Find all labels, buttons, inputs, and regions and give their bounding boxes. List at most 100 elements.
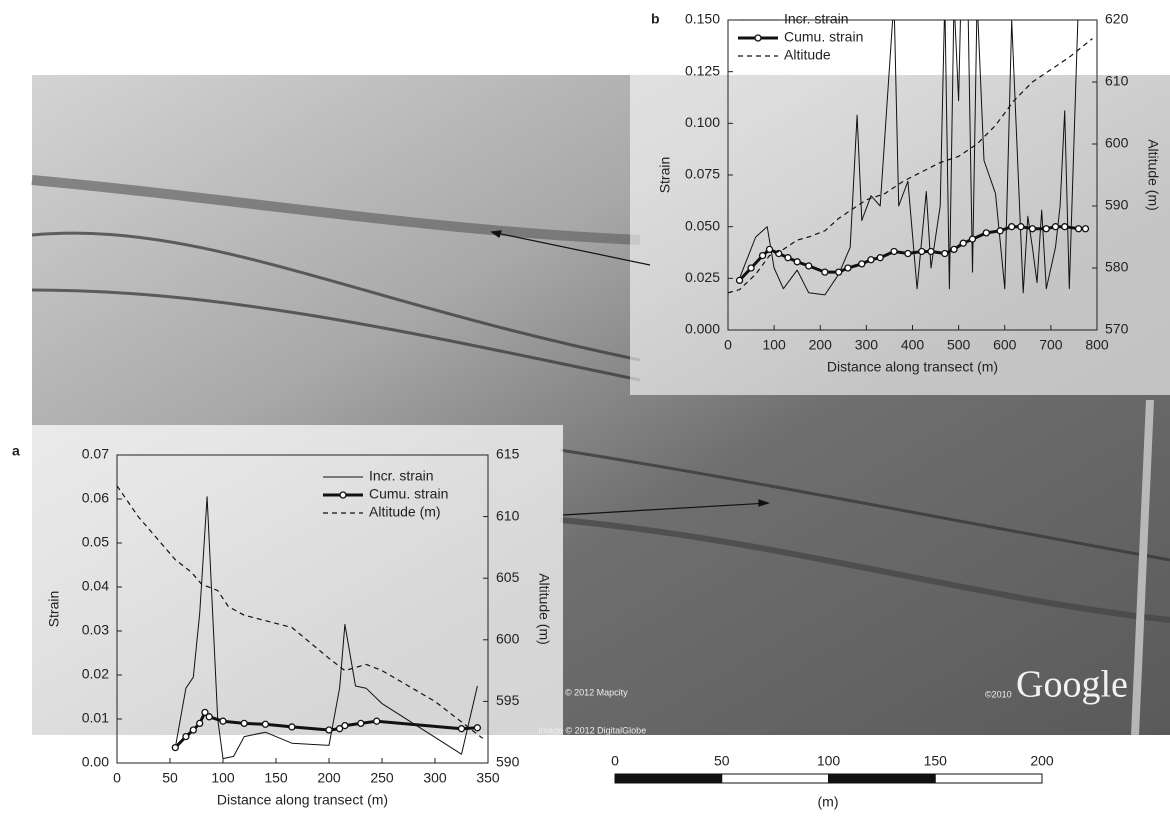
series-marker xyxy=(335,725,344,733)
series-marker xyxy=(1061,223,1069,231)
x-tick-label: 800 xyxy=(1085,337,1109,353)
series-marker xyxy=(240,719,248,728)
x-tick-label: 250 xyxy=(370,770,394,786)
series-marker xyxy=(1008,223,1016,231)
y-tick-label: 0.04 xyxy=(82,578,109,594)
series-marker xyxy=(890,247,898,256)
x-tick-label: 50 xyxy=(162,770,178,786)
y-tick-label: 0.000 xyxy=(685,321,720,337)
y2-axis-label: Altitude (m) xyxy=(1145,139,1161,211)
y2-tick-label: 590 xyxy=(1105,197,1129,213)
google-logo: Google xyxy=(1016,664,1128,706)
y2-tick-label: 590 xyxy=(496,754,520,770)
series-marker xyxy=(357,719,365,728)
legend-label: Altitude (m) xyxy=(369,504,441,520)
scale-segment xyxy=(721,773,829,784)
series-marker xyxy=(835,268,843,276)
series-marker xyxy=(941,249,949,258)
y2-tick-label: 605 xyxy=(496,569,520,585)
series-marker xyxy=(457,725,466,733)
series-marker xyxy=(876,254,884,262)
pointer-arrows xyxy=(490,230,770,516)
x-axis-label: Distance along transect (m) xyxy=(827,359,998,375)
legend-label: Incr. strain xyxy=(369,468,434,484)
y-tick-label: 0.00 xyxy=(82,754,109,770)
x-tick-label: 0 xyxy=(113,770,121,786)
series-marker xyxy=(341,721,349,730)
series-marker xyxy=(747,264,755,272)
series-marker xyxy=(793,258,801,266)
series-marker xyxy=(1028,225,1037,233)
series-marker xyxy=(261,720,270,728)
x-tick-label: 700 xyxy=(1039,337,1063,353)
series-marker xyxy=(171,743,179,752)
series-marker xyxy=(821,268,829,276)
y-tick-label: 0.01 xyxy=(82,710,109,726)
scale-tick-label: 150 xyxy=(924,753,948,769)
scale-tick-label: 100 xyxy=(817,753,841,769)
y-tick-label: 0.025 xyxy=(685,269,720,285)
y2-tick-label: 610 xyxy=(1105,73,1129,89)
x-tick-label: 400 xyxy=(901,337,925,353)
y-tick-label: 0.06 xyxy=(82,490,109,506)
x-tick-label: 100 xyxy=(211,770,235,786)
legend-label: Altitude xyxy=(784,47,831,63)
credit: ©2010 xyxy=(985,689,1012,699)
legend-label: Cumu. strain xyxy=(369,486,448,502)
series-marker xyxy=(1042,225,1050,233)
series-marker xyxy=(918,247,926,256)
series-marker xyxy=(189,726,197,734)
series-marker xyxy=(959,239,967,247)
y2-tick-label: 610 xyxy=(496,507,520,523)
y-tick-label: 0.100 xyxy=(685,114,720,130)
y-tick-label: 0.050 xyxy=(685,217,720,233)
panel-a-bg xyxy=(32,425,563,735)
x-tick-label: 500 xyxy=(947,337,971,353)
y-tick-label: 0.125 xyxy=(685,62,720,78)
terrain-streaks xyxy=(31,175,1170,736)
series-marker xyxy=(325,726,333,734)
legend-label: Incr. strain xyxy=(784,11,849,27)
x-tick-label: 200 xyxy=(317,770,341,786)
scale-tick-label: 0 xyxy=(611,753,619,769)
legend-marker xyxy=(754,34,762,42)
x-tick-label: 350 xyxy=(476,770,500,786)
series-marker xyxy=(968,235,977,243)
panel-b-top xyxy=(630,0,1170,75)
series-line xyxy=(174,496,478,760)
series-marker xyxy=(201,708,209,717)
y-axis-label: Strain xyxy=(657,157,673,194)
series-marker xyxy=(844,264,852,272)
plot-area xyxy=(728,20,1093,296)
legend-label: Cumu. strain xyxy=(784,29,863,45)
series-marker xyxy=(805,262,813,270)
y2-tick-label: 615 xyxy=(496,446,520,462)
scale-tick-label: 200 xyxy=(1030,753,1054,769)
scale-segment xyxy=(828,773,936,784)
y2-tick-label: 600 xyxy=(496,631,520,647)
series-marker xyxy=(784,254,792,262)
series-marker xyxy=(996,227,1004,235)
series-marker xyxy=(858,260,866,268)
series-line xyxy=(117,485,484,739)
series-marker xyxy=(735,276,744,285)
y2-tick-label: 570 xyxy=(1105,321,1129,337)
x-tick-label: 300 xyxy=(855,337,879,353)
scale-tick-label: 50 xyxy=(714,753,730,769)
panel-b-bg xyxy=(630,75,1170,395)
series-marker xyxy=(927,247,935,256)
scale-segment xyxy=(614,773,723,784)
x-tick-label: 200 xyxy=(809,337,833,353)
series-marker xyxy=(982,229,990,237)
x-tick-label: 150 xyxy=(264,770,288,786)
x-tick-label: 100 xyxy=(762,337,786,353)
series-marker xyxy=(904,249,912,258)
y-tick-label: 0.07 xyxy=(82,446,109,462)
y-tick-label: 0.075 xyxy=(685,166,720,182)
y2-tick-label: 595 xyxy=(496,692,520,708)
series-marker xyxy=(950,245,958,254)
y-tick-label: 0.150 xyxy=(685,11,720,27)
credit: © 2012 Mapcity xyxy=(565,687,628,697)
